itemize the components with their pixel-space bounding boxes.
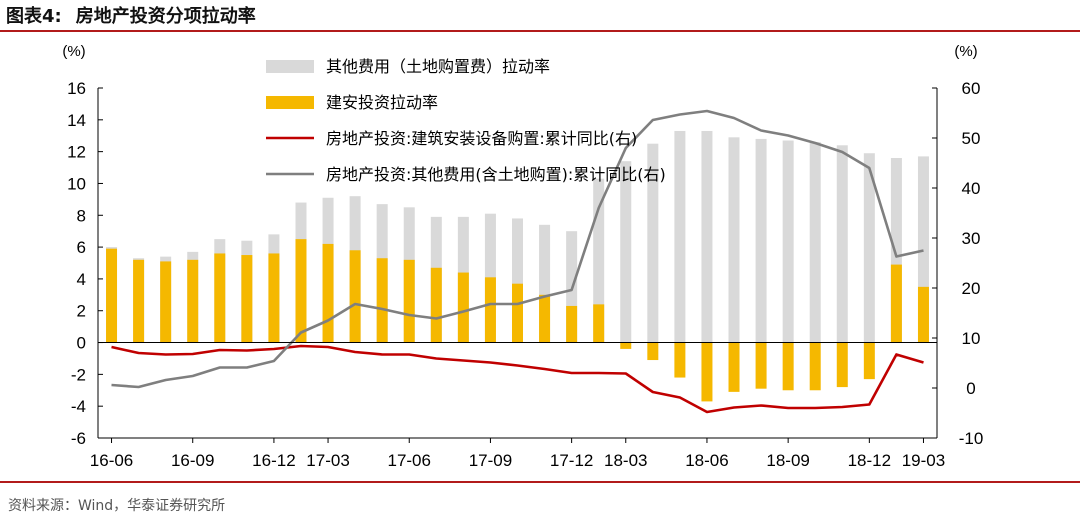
bar-construction [674,342,686,378]
chart: -6 -4 -2 0 2 4 6 8 10 12 14 16 -10 0 10 20 30 40 50 60 (%) (%… [62,43,984,470]
bar-construction [376,258,388,343]
y-left-tick-label: 16 [67,79,86,98]
bar-construction [484,277,496,343]
bar-construction [349,250,361,343]
bar-construction [322,243,334,343]
y-right-tick-label: 50 [962,129,981,148]
y-left-tick-label: 14 [67,111,86,130]
figure-label: 图表4: [6,6,62,27]
y-left-tick-label: 0 [77,334,86,353]
x-tick-label: 16-09 [171,451,214,470]
bar-construction [647,342,659,361]
bar-construction [593,304,605,343]
bar-other-cost [674,130,686,343]
bar-other-cost [701,130,713,343]
bar-construction [214,253,226,343]
bar-construction [809,342,821,391]
x-tick-label: 18-06 [685,451,728,470]
x-tick-label: 17-03 [306,451,349,470]
y-right-unit: (%) [954,43,977,60]
y-left-tick-label: -6 [71,429,86,448]
bar-construction [160,261,172,343]
bar-construction [512,283,523,343]
x-tick-label: 17-09 [469,451,512,470]
x-tick-label: 18-12 [848,451,891,470]
x-tick-label: 18-03 [604,451,647,470]
y-right-tick-label: 20 [962,279,981,298]
x-tick-label: 17-12 [550,451,593,470]
bar-construction [268,253,280,343]
bar-construction [133,259,145,343]
figure-title: 房地产投资分项拉动率 [75,6,256,27]
top-rule [0,30,1080,32]
y-right-tick-label: 40 [962,179,981,198]
bar-other-cost [836,145,848,343]
bar-other-cost [863,153,875,343]
bar-construction [403,259,415,343]
y-left-tick-label: 12 [67,143,86,162]
y-right-tick-label: 0 [966,379,975,398]
y-left-tick-label: -2 [71,365,86,384]
bar-construction [106,248,118,343]
x-tick-label: 16-12 [252,451,295,470]
y-right-tick-label: -10 [959,429,984,448]
bar-construction [241,255,253,343]
bar-construction [620,342,632,349]
line-construction-equipment [111,344,924,414]
y-left-tick-label: -4 [71,397,86,416]
bar-construction [728,342,740,392]
y-left-tick-label: 2 [77,302,86,321]
bar-construction [566,305,578,343]
bottom-rule [0,481,1080,483]
bar-construction [863,342,875,380]
line-other-cost [111,109,924,389]
x-tick-label: 17-06 [387,451,430,470]
bar-construction [836,342,848,388]
y-left-unit: (%) [62,43,85,60]
x-tick-label: 16-06 [90,451,133,470]
x-tick-label: 19-03 [902,451,945,470]
bar-other-cost [512,218,523,343]
bar-other-cost [728,137,740,343]
bar-other-cost [809,142,821,343]
legend-swatch-other-cost-bar [266,60,314,73]
bar-other-cost [539,224,551,343]
bar-construction [755,342,767,389]
bar-other-cost [647,143,659,343]
bar-construction [430,267,442,343]
bar-construction [539,294,551,343]
x-tick-label: 18-09 [766,451,809,470]
bar-construction [890,264,902,343]
bar-construction [295,239,307,343]
legend-label-construction: 建安投资拉动率 [326,93,438,112]
y-left-tick-label: 6 [77,238,86,257]
bar-construction [701,342,713,402]
y-right-tick-label: 30 [962,229,981,248]
bar-construction [457,272,469,343]
bar-other-cost [782,140,794,343]
bar-other-cost [620,161,632,343]
bar-other-cost [593,178,605,343]
legend-label-other-cost-line: 房地产投资:其他费用(含土地购置):累计同比(右) [326,165,666,184]
bar-other-cost [890,158,902,343]
figure-title-row: 图表4: 房地产投资分项拉动率 [6,2,256,28]
bar-other-cost [755,138,767,343]
y-right-tick-label: 60 [962,79,981,98]
bar-other-cost [917,156,929,343]
bar-construction [187,259,199,343]
y-right-tick-label: 10 [962,329,981,348]
source-note: 资料来源：Wind，华泰证券研究所 [8,498,226,514]
bar-construction [782,342,794,391]
legend-label-other-cost: 其他费用（土地购置费）拉动率 [326,57,550,76]
legend-label-construction-equipment: 房地产投资:建筑安装设备购置:累计同比(右) [326,129,637,148]
y-left-tick-label: 8 [77,206,86,225]
legend-swatch-construction-bar [266,96,314,109]
bar-construction [917,286,929,343]
y-left-tick-label: 10 [67,174,86,193]
y-left-tick-label: 4 [77,270,86,289]
